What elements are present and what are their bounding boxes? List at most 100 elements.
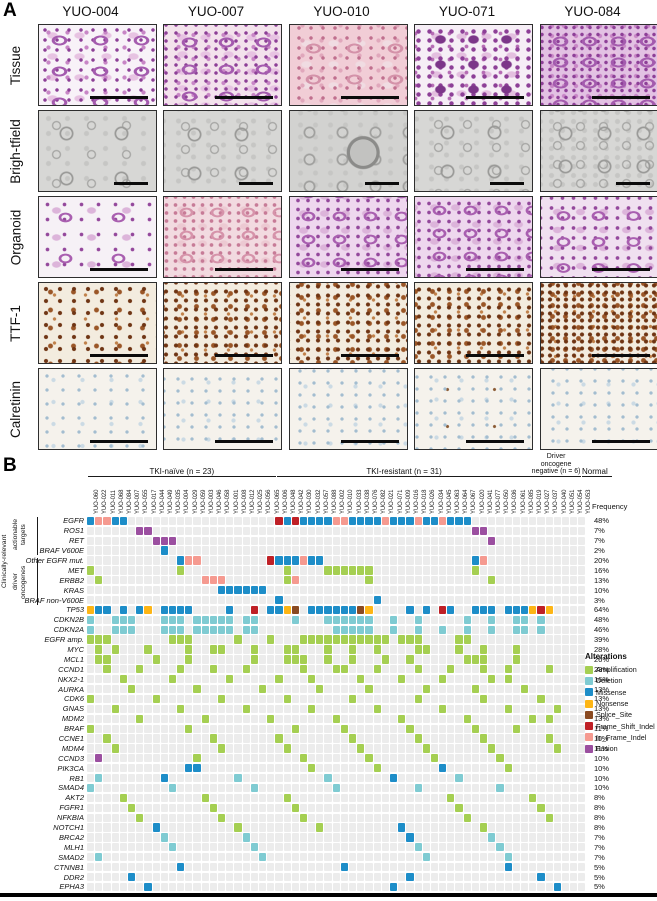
oncoprint-empty-cell: [398, 694, 406, 704]
oncoprint-empty-cell: [406, 694, 414, 704]
oncoprint-empty-cell: [226, 694, 234, 704]
oncoprint-empty-cell: [332, 793, 340, 803]
oncoprint-empty-cell: [414, 605, 422, 615]
oncoprint-cell-missense: [283, 516, 291, 526]
oncoprint-empty-cell: [389, 783, 398, 793]
oncoprint-empty-cell: [406, 853, 414, 862]
scale-bar: [466, 95, 524, 99]
oncoprint-cell-amplification: [226, 675, 234, 684]
oncoprint-empty-cell: [471, 773, 479, 783]
oncoprint-empty-cell: [578, 704, 586, 714]
oncoprint-empty-cell: [226, 576, 234, 585]
oncoprint-row: Other EGFR mut. 20%: [0, 556, 657, 566]
frequency-value: 48%: [594, 516, 610, 526]
oncoprint-empty-cell: [463, 773, 471, 783]
oncoprint-empty-cell: [299, 546, 308, 555]
oncoprint-empty-cell: [103, 536, 111, 545]
oncoprint-empty-cell: [193, 734, 201, 743]
oncoprint-empty-cell: [349, 704, 357, 714]
oncoprint-empty-cell: [422, 833, 430, 842]
sample-label: YUO-029: [192, 489, 199, 514]
oncoprint-empty-cell: [373, 694, 381, 704]
oncoprint-cell-amplification: [496, 754, 504, 763]
oncoprint-empty-cell: [389, 823, 398, 832]
oncoprint-cell-amplification: [218, 813, 226, 822]
oncoprint-empty-cell: [373, 843, 381, 852]
oncoprint-empty-cell: [471, 675, 479, 684]
oncoprint-empty-cell: [430, 546, 439, 555]
sample-label: YUO-032: [315, 489, 322, 514]
oncoprint-empty-cell: [570, 793, 578, 803]
oncoprint-empty-cell: [488, 853, 496, 862]
micrograph-organoid-yuo-084: [539, 196, 657, 278]
oncoprint-empty-cell: [177, 843, 185, 852]
oncoprint-empty-cell: [512, 526, 520, 535]
oncoprint-cell-frame_shift_indel: [291, 516, 299, 526]
oncoprint-empty-cell: [512, 536, 520, 545]
oncoprint-empty-cell: [553, 566, 561, 575]
oncoprint-empty-cell: [545, 803, 553, 812]
oncoprint-empty-cell: [201, 595, 209, 605]
oncoprint-empty-cell: [447, 843, 455, 852]
oncoprint-cell-amplification: [357, 675, 365, 684]
oncoprint-empty-cell: [95, 872, 103, 882]
oncoprint-empty-cell: [103, 843, 111, 852]
oncoprint-empty-cell: [398, 526, 406, 535]
oncoprint-empty-cell: [144, 843, 152, 852]
oncoprint-empty-cell: [471, 862, 479, 872]
oncoprint-empty-cell: [144, 655, 152, 664]
oncoprint-empty-cell: [365, 773, 373, 783]
oncoprint-empty-cell: [136, 586, 144, 595]
oncoprint-row: MLH1 7%: [0, 842, 657, 852]
oncoprint-empty-cell: [226, 724, 234, 733]
oncoprint-empty-cell: [144, 764, 152, 773]
oncoprint-cell-amplification: [381, 655, 389, 664]
oncoprint-empty-cell: [111, 803, 119, 812]
oncoprint-empty-cell: [136, 803, 144, 812]
oncoprint-empty-cell: [488, 882, 496, 892]
oncoprint-empty-cell: [553, 783, 561, 793]
oncoprint-empty-cell: [177, 536, 185, 545]
oncoprint-empty-cell: [389, 694, 398, 704]
oncoprint-empty-cell: [480, 803, 488, 812]
oncoprint-cell-amplification: [340, 724, 348, 733]
oncoprint-empty-cell: [234, 882, 242, 892]
oncoprint-empty-cell: [553, 833, 561, 842]
oncoprint-cell-missense: [234, 586, 242, 595]
oncoprint-empty-cell: [406, 566, 414, 575]
oncoprint-empty-cell: [480, 516, 488, 526]
oncoprint-empty-cell: [234, 516, 242, 526]
oncoprint-empty-cell: [127, 773, 136, 783]
oncoprint-empty-cell: [496, 744, 504, 753]
oncoprint-empty-cell: [160, 793, 168, 803]
sample-label: YUO-017: [151, 489, 158, 514]
oncoprint-empty-cell: [357, 843, 365, 852]
sample-label: YUO-049: [168, 489, 174, 514]
sample-label: YUO-036: [512, 489, 519, 514]
oncoprint-empty-cell: [504, 566, 512, 575]
oncoprint-empty-cell: [242, 882, 250, 892]
oncoprint-empty-cell: [537, 635, 545, 644]
oncoprint-empty-cell: [439, 694, 447, 704]
oncoprint-empty-cell: [422, 615, 430, 624]
oncoprint-empty-cell: [381, 754, 389, 763]
oncoprint-empty-cell: [365, 862, 373, 872]
oncoprint-empty-cell: [308, 803, 316, 812]
oncoprint-cell-deletion: [349, 615, 357, 624]
alterations-legend: Alterations Amplification Deletion Missens…: [585, 652, 657, 754]
oncoprint-empty-cell: [570, 595, 578, 605]
gene-label: BRAF V600E: [39, 546, 84, 556]
oncoprint-empty-cell: [258, 615, 267, 624]
sample-label: YUO-034: [438, 489, 445, 514]
legend-entry: Splice_Site: [585, 709, 657, 720]
oncoprint-empty-cell: [561, 803, 570, 812]
oncoprint-empty-cell: [250, 872, 258, 882]
oncoprint-empty-cell: [340, 803, 348, 812]
oncoprint-cells: [87, 754, 588, 763]
oncoprint-cell-amplification: [324, 655, 332, 664]
oncoprint-empty-cell: [553, 556, 561, 565]
oncoprint-empty-cell: [340, 823, 348, 832]
oncoprint-empty-cell: [234, 734, 242, 743]
oncoprint-empty-cell: [193, 536, 201, 545]
oncoprint-empty-cell: [381, 615, 389, 624]
